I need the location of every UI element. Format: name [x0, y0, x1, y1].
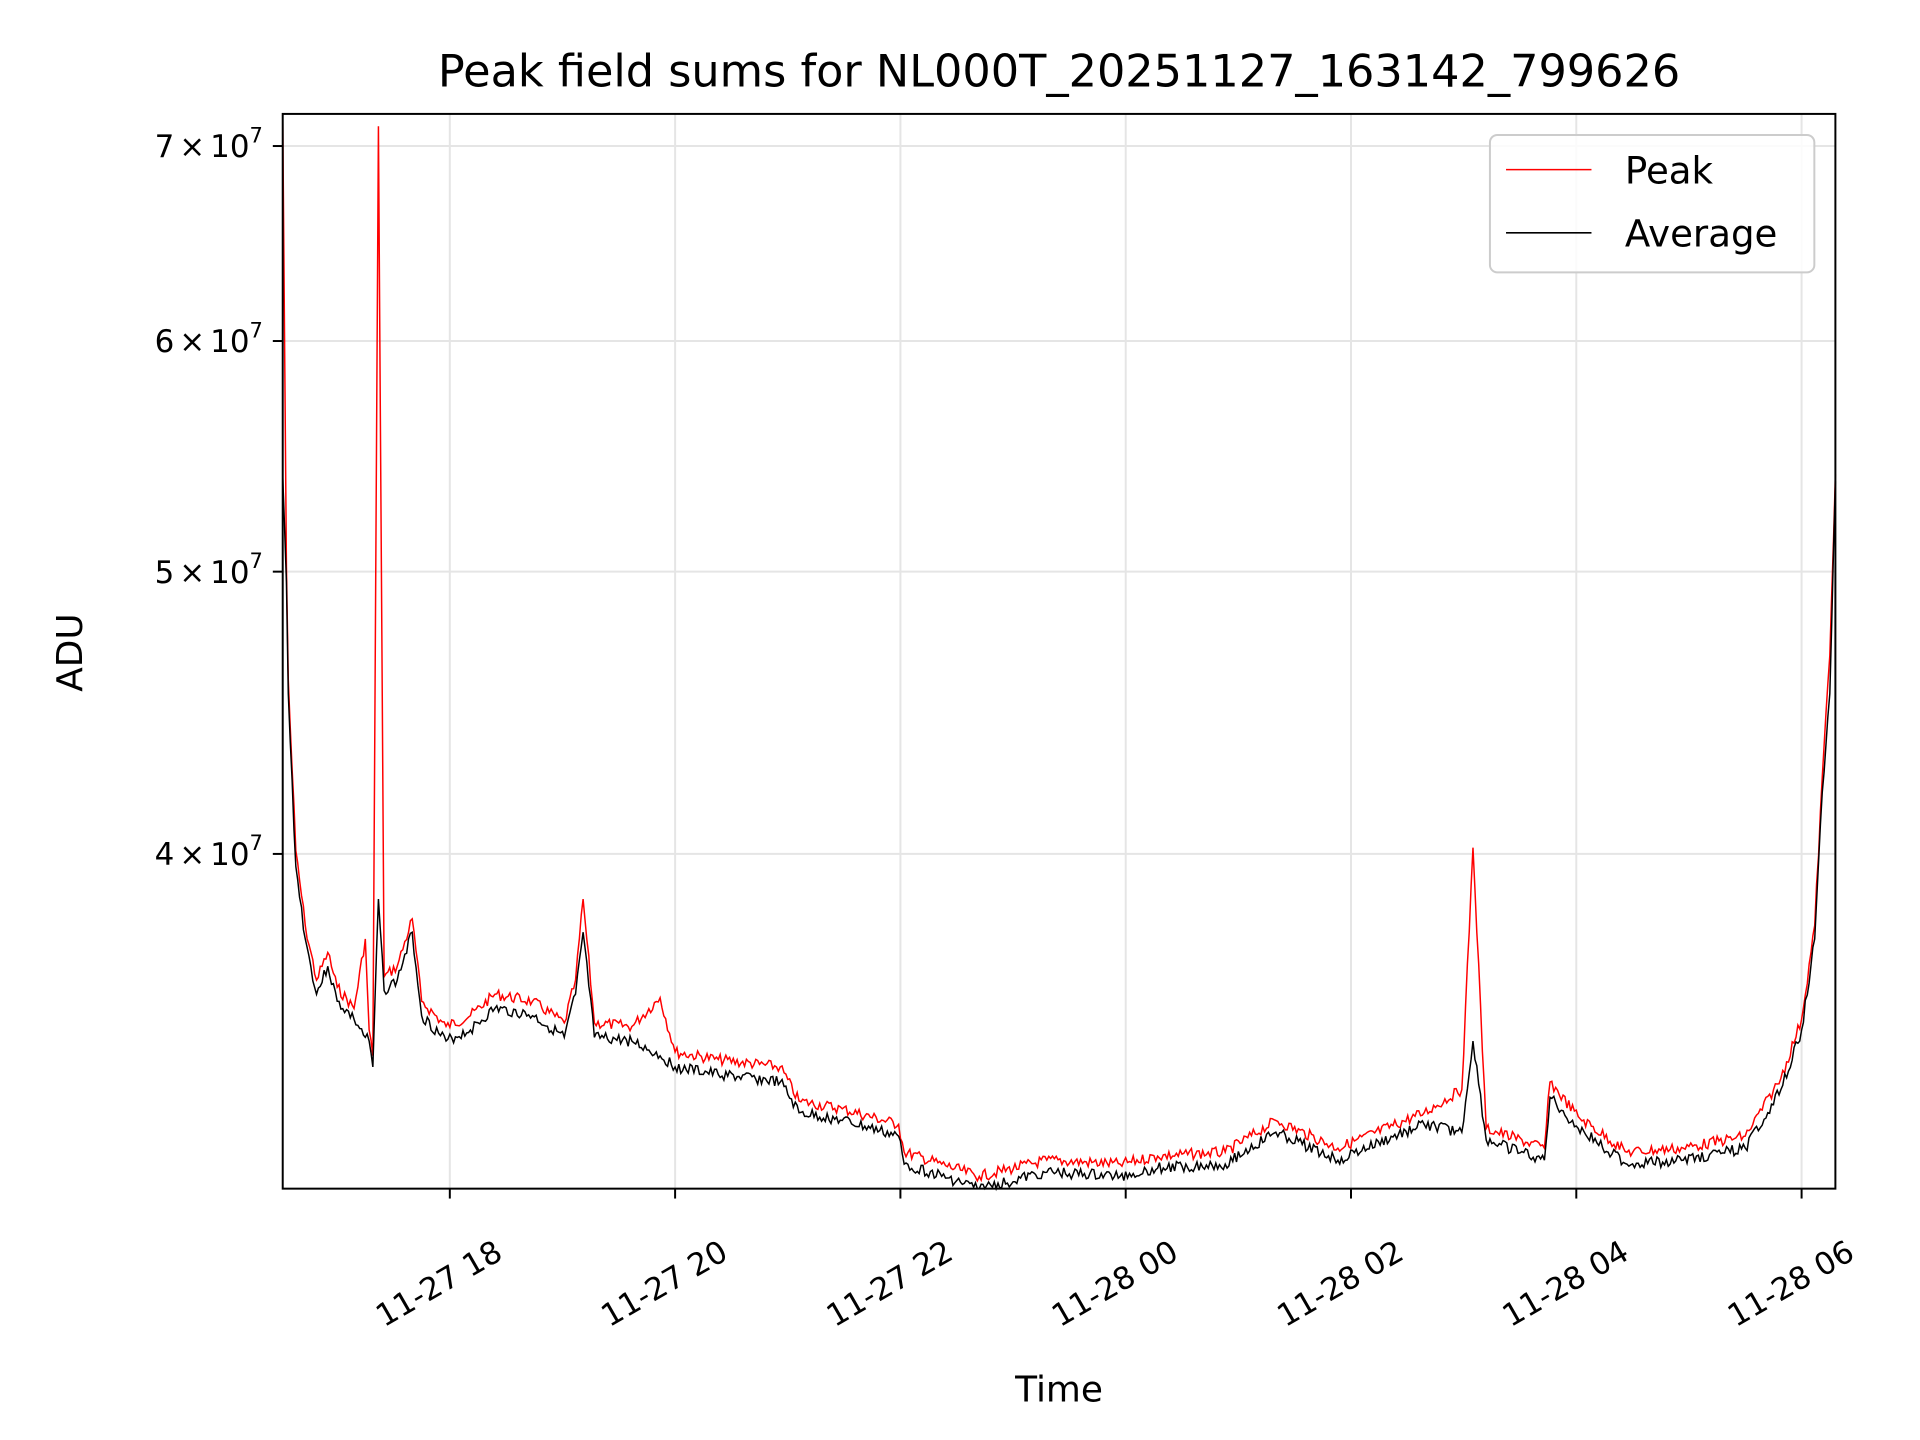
x-axis-label: Time — [1014, 1370, 1103, 1411]
y-tick-label: 7 × 107 — [155, 122, 263, 165]
y-tick-label: 4 × 107 — [155, 830, 263, 873]
y-tick-mantissa: 4 — [155, 837, 175, 873]
y-tick-times: × — [179, 129, 205, 165]
y-tick-exponent: 7 — [250, 548, 263, 573]
y-tick-label: 6 × 107 — [155, 317, 263, 360]
legend-average-label: Average — [1625, 212, 1777, 255]
y-tick-times: × — [179, 324, 205, 360]
y-tick-exponent: 7 — [250, 830, 263, 855]
plot-series — [281, 113, 1837, 1192]
y-tick-mantissa: 6 — [155, 324, 175, 360]
legend-peak-label: Peak — [1625, 149, 1714, 192]
chart-title: Peak field sums for NL000T_20251127_1631… — [438, 46, 1680, 98]
y-tick-mantissa: 7 — [155, 129, 175, 165]
y-tick-base: 10 — [210, 837, 249, 873]
y-tick-label: 5 × 107 — [155, 548, 263, 591]
y-tick-base: 10 — [210, 129, 249, 165]
y-axis-label: ADU — [50, 613, 91, 691]
y-tick-base: 10 — [210, 324, 249, 360]
y-tick-exponent: 7 — [250, 317, 263, 342]
plot-frame — [281, 112, 1837, 1190]
y-tick-base: 10 — [210, 555, 249, 591]
average-series-line — [281, 476, 1837, 1192]
y-tick-times: × — [179, 555, 205, 591]
legend: Peak Average — [1488, 133, 1816, 274]
peak-series-line — [281, 113, 1837, 1183]
y-tick-exponent: 7 — [250, 122, 263, 147]
y-tick-mantissa: 5 — [155, 555, 175, 591]
y-tick-times: × — [179, 837, 205, 873]
